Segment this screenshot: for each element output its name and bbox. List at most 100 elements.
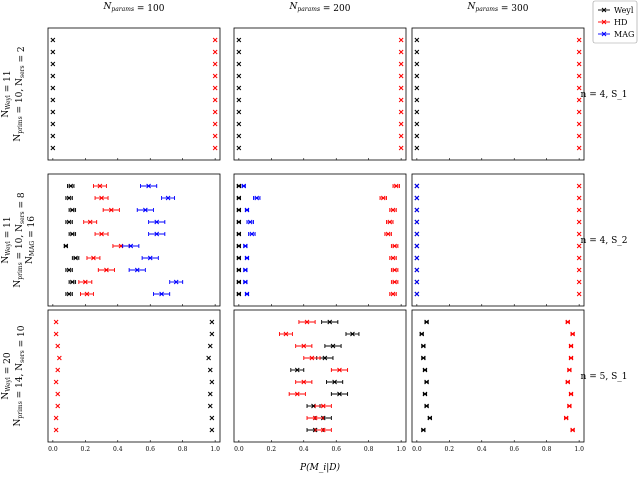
marker-hd bbox=[212, 73, 218, 79]
marker-hd bbox=[97, 183, 103, 189]
marker-weyl bbox=[50, 121, 56, 127]
panel-r1-c1 bbox=[47, 27, 221, 161]
marker-mag bbox=[146, 183, 151, 189]
marker-hd bbox=[576, 121, 582, 127]
legend-marker-weyl bbox=[601, 7, 607, 13]
marker-hd bbox=[53, 415, 59, 421]
marker-weyl bbox=[50, 49, 56, 55]
marker-hd bbox=[320, 427, 326, 433]
marker-hd bbox=[576, 291, 582, 297]
marker-hd bbox=[576, 49, 582, 55]
marker-weyl bbox=[66, 195, 72, 201]
marker-mag bbox=[243, 267, 248, 273]
marker-hd bbox=[337, 367, 342, 373]
marker-weyl bbox=[427, 415, 433, 421]
marker-mag bbox=[414, 195, 420, 201]
marker-hd bbox=[108, 207, 114, 213]
marker-hd bbox=[55, 367, 61, 373]
marker-weyl bbox=[66, 219, 72, 225]
marker-weyl bbox=[422, 367, 428, 373]
marker-hd bbox=[576, 97, 582, 103]
marker-weyl bbox=[50, 145, 56, 151]
marker-hd bbox=[576, 255, 582, 261]
marker-weyl bbox=[236, 73, 242, 79]
marker-hd bbox=[212, 97, 218, 103]
marker-hd bbox=[398, 121, 404, 127]
legend-marker-mag bbox=[601, 31, 607, 37]
marker-weyl bbox=[236, 231, 242, 237]
panel-frame bbox=[411, 27, 585, 161]
marker-hd bbox=[99, 195, 104, 201]
x-tick-label: 0.4 bbox=[477, 446, 487, 453]
marker-weyl bbox=[69, 279, 75, 285]
panel-r1-c2 bbox=[233, 27, 407, 161]
legend-label-weyl: Weyl bbox=[614, 6, 634, 15]
legend-label-hd: HD bbox=[614, 18, 627, 27]
x-tick-label: 0.2 bbox=[445, 446, 455, 453]
panel-frame bbox=[233, 173, 407, 307]
marker-mag bbox=[244, 255, 250, 261]
marker-hd bbox=[576, 195, 582, 201]
marker-weyl bbox=[50, 109, 56, 115]
marker-hd bbox=[392, 279, 397, 285]
marker-hd bbox=[301, 343, 307, 349]
x-tick-label: 0.6 bbox=[331, 446, 341, 453]
marker-mag bbox=[143, 207, 148, 213]
marker-weyl bbox=[69, 231, 75, 237]
row-2-left-label-2: Nprims = 10, Nsers = 8 bbox=[13, 192, 27, 288]
marker-mag bbox=[154, 231, 160, 237]
marker-weyl bbox=[50, 37, 56, 43]
marker-hd bbox=[568, 355, 574, 361]
marker-hd bbox=[398, 73, 404, 79]
marker-hd bbox=[398, 85, 404, 91]
marker-weyl bbox=[414, 145, 420, 151]
marker-mag bbox=[244, 207, 250, 213]
marker-hd bbox=[84, 291, 90, 297]
marker-hd bbox=[82, 279, 88, 285]
marker-mag bbox=[173, 279, 179, 285]
x-axis-label: P(M_i|D) bbox=[299, 462, 340, 473]
marker-hd bbox=[57, 355, 62, 361]
marker-weyl bbox=[414, 37, 420, 43]
marker-hd bbox=[212, 49, 218, 55]
legend-label-mag: MAG bbox=[614, 30, 634, 39]
marker-hd bbox=[576, 219, 582, 225]
marker-weyl bbox=[414, 73, 420, 79]
x-tick-label: 0.0 bbox=[48, 446, 58, 453]
marker-hd bbox=[385, 231, 391, 237]
marker-mag bbox=[154, 219, 160, 225]
marker-hd bbox=[212, 61, 218, 67]
marker-weyl bbox=[414, 61, 420, 67]
marker-hd bbox=[398, 145, 404, 151]
marker-hd bbox=[301, 379, 307, 385]
panel-r1-c3 bbox=[411, 27, 585, 161]
panel-frame bbox=[47, 309, 221, 443]
marker-hd bbox=[53, 379, 59, 385]
marker-weyl bbox=[419, 331, 425, 337]
marker-weyl bbox=[209, 319, 215, 325]
panel-r3-c3: 0.0 0.2 0.4 0.6 0.8 1.0 bbox=[411, 309, 585, 453]
marker-weyl bbox=[73, 255, 78, 261]
panel-r2-c1 bbox=[47, 173, 221, 307]
marker-hd bbox=[320, 403, 326, 409]
marker-weyl bbox=[322, 355, 328, 361]
marker-weyl bbox=[424, 379, 429, 385]
marker-weyl bbox=[414, 97, 420, 103]
row-2-right-label: n = 4, S_2 bbox=[581, 236, 628, 246]
row-1-left-label-1: NWeyl = 11 bbox=[1, 70, 13, 117]
marker-mag bbox=[165, 195, 171, 201]
marker-hd bbox=[567, 367, 572, 373]
marker-hd bbox=[398, 49, 404, 55]
marker-mag bbox=[414, 255, 420, 261]
marker-mag bbox=[147, 255, 153, 261]
marker-weyl bbox=[209, 379, 215, 385]
marker-weyl bbox=[50, 73, 56, 79]
legend-marker-hd bbox=[601, 19, 607, 25]
panel-frame bbox=[411, 309, 585, 443]
marker-weyl bbox=[236, 61, 242, 67]
marker-mag bbox=[414, 207, 420, 213]
panel-frame bbox=[233, 27, 407, 161]
marker-weyl bbox=[50, 85, 56, 91]
marker-hd bbox=[212, 133, 218, 139]
marker-hd bbox=[398, 37, 404, 43]
